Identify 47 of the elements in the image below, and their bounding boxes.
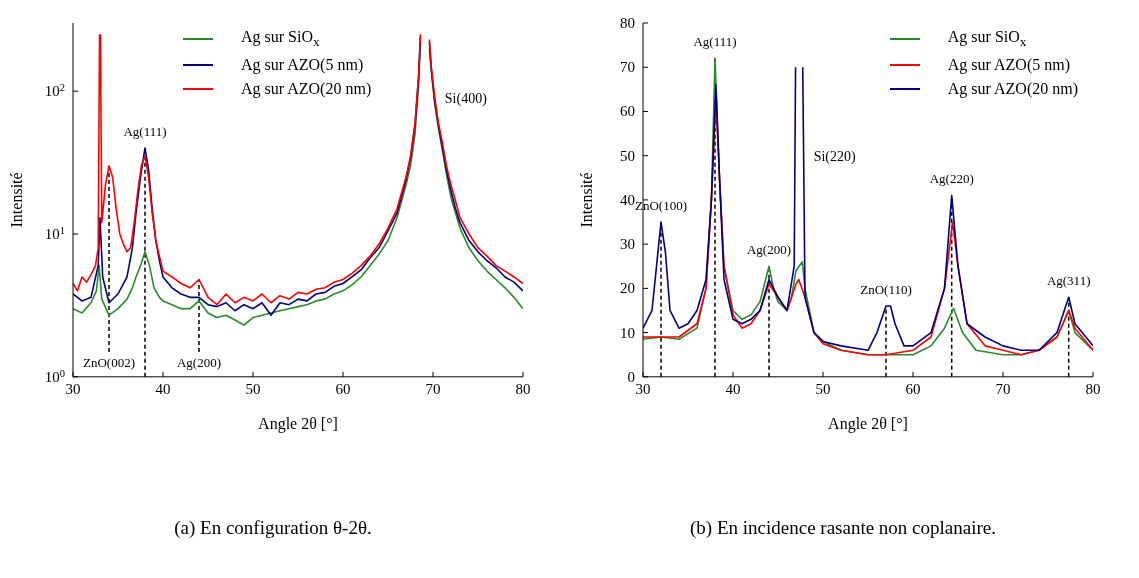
annotation: Ag(311) bbox=[1046, 273, 1091, 289]
y-tick-label: 70 bbox=[620, 59, 635, 76]
legend-label: Ag sur AZO(5 nm) bbox=[241, 56, 364, 75]
x-tick-label: 60 bbox=[905, 380, 921, 397]
legend-label: Ag sur SiO$_{x}$ bbox=[241, 28, 320, 51]
x-axis-title: Angle 2θ [°] bbox=[258, 414, 338, 433]
annotation: ZnO(110) bbox=[860, 282, 912, 298]
legend-label: Ag sur AZO(20 nm) bbox=[947, 80, 1078, 99]
text: (b) En incidence rasante non coplanaire. bbox=[689, 517, 997, 539]
x-tick-label: 30 bbox=[65, 380, 81, 397]
ref-line-label: ZnO(002) bbox=[83, 355, 135, 371]
annotation: Ag(111) bbox=[693, 34, 737, 50]
x-tick-label: 80 bbox=[1085, 380, 1101, 397]
y-tick-label: 10 bbox=[620, 324, 635, 341]
x-tick-label: 60 bbox=[335, 380, 351, 397]
x-tick-label: 30 bbox=[635, 380, 651, 397]
legend-label: Ag sur AZO(20 nm) bbox=[241, 80, 372, 99]
annotation: Ag(111) bbox=[123, 123, 167, 139]
x-tick-label: 40 bbox=[725, 380, 741, 397]
y-tick-label: 0 bbox=[627, 368, 635, 385]
y-tick-label: 10$^{2}$ bbox=[44, 81, 65, 100]
annotation: Ag(220) bbox=[929, 171, 974, 187]
x-tick-label: 70 bbox=[995, 380, 1011, 397]
x-axis-title: Angle 2θ [°] bbox=[828, 414, 908, 433]
x-tick-label: 50 bbox=[815, 380, 831, 397]
ref-line-label: Ag(200) bbox=[176, 355, 222, 371]
y-tick-label: 80 bbox=[620, 15, 635, 31]
y-axis-title: Intensité bbox=[7, 172, 25, 228]
y-tick-label: 10$^{0}$ bbox=[44, 367, 65, 385]
y-tick-label: 10$^{1}$ bbox=[44, 224, 65, 242]
annotation: Si(400) bbox=[444, 90, 488, 107]
text: (a) En configuration θ-2θ. bbox=[173, 517, 373, 539]
annotation: Si(220) bbox=[813, 148, 856, 165]
legend-label: Ag sur AZO(5 nm) bbox=[947, 56, 1070, 75]
y-tick-label: 20 bbox=[620, 280, 635, 297]
y-tick-label: 30 bbox=[620, 236, 635, 253]
x-tick-label: 70 bbox=[425, 380, 441, 397]
y-axis-title: Intensité bbox=[577, 172, 595, 228]
annotation: Ag(200) bbox=[746, 242, 792, 258]
x-tick-label: 50 bbox=[245, 380, 261, 397]
x-tick-label: 80 bbox=[515, 380, 531, 397]
y-tick-label: 60 bbox=[620, 103, 635, 120]
legend-label: Ag sur SiO$_{x}$ bbox=[947, 28, 1027, 51]
y-tick-label: 40 bbox=[620, 191, 635, 208]
y-tick-label: 50 bbox=[620, 147, 635, 164]
annotation: ZnO(100) bbox=[635, 198, 687, 214]
x-tick-label: 40 bbox=[155, 380, 171, 397]
